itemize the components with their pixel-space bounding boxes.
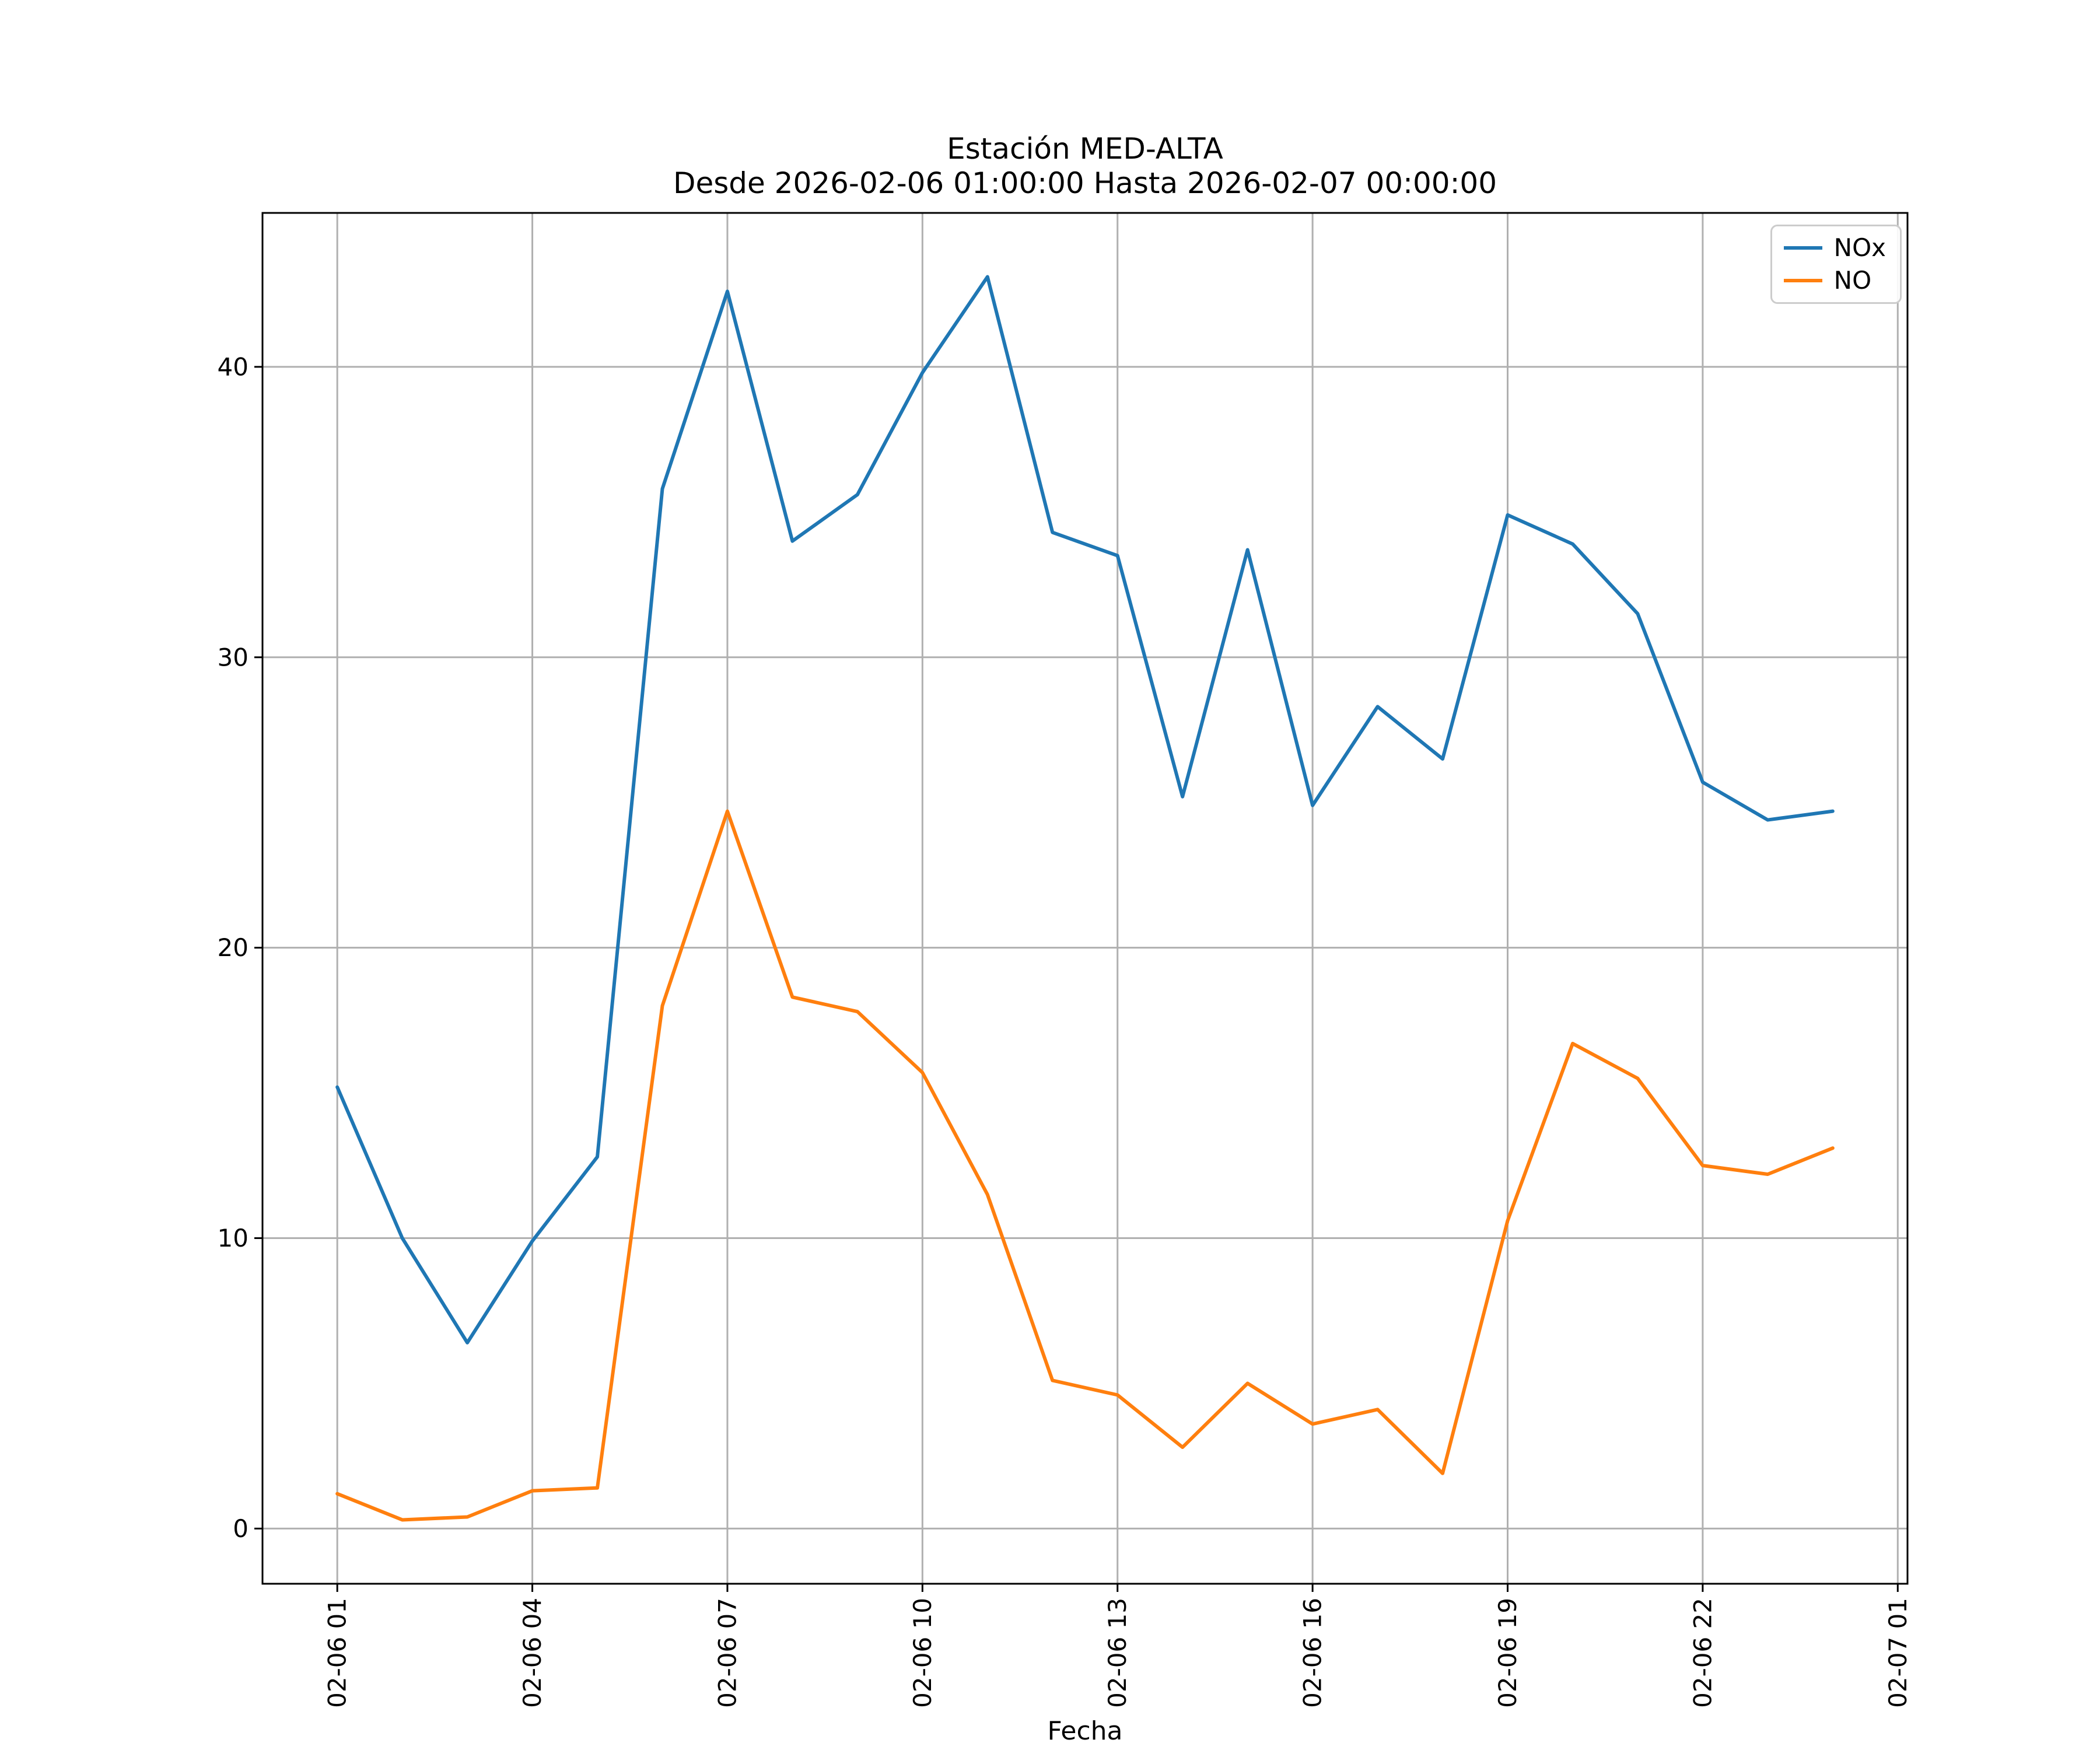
x-tick-label: 02-07 01 (1884, 1598, 1912, 1708)
chart-title-block: Estación MED-ALTA Desde 2026-02-06 01:00… (262, 132, 1908, 201)
x-tick-label: 02-06 10 (908, 1598, 937, 1708)
chart-title: Estación MED-ALTA (947, 132, 1223, 166)
x-tick-label: 02-06 19 (1493, 1598, 1522, 1708)
legend: NOx NO (1770, 225, 1902, 304)
chart-subtitle: Desde 2026-02-06 01:00:00 Hasta 2026-02-… (673, 166, 1497, 200)
x-tick-label: 02-06 01 (323, 1598, 352, 1708)
axes-box (261, 212, 1909, 1585)
legend-item-no: NO (1783, 266, 1886, 295)
legend-label-no: NO (1833, 266, 1872, 295)
x-tick-label: 02-06 13 (1103, 1598, 1132, 1708)
y-tick-label: 10 (218, 1224, 249, 1252)
x-axis-label: Fecha (1047, 1716, 1123, 1746)
y-tick-label: 0 (233, 1514, 249, 1543)
y-tick-label: 30 (218, 643, 249, 671)
y-tick-label: 20 (218, 933, 249, 962)
legend-item-nox: NOx (1783, 233, 1886, 262)
x-tick-label: 02-06 04 (518, 1598, 547, 1708)
x-tick-label: 02-06 07 (713, 1598, 741, 1708)
x-tick-label: 02-06 22 (1688, 1598, 1717, 1708)
y-tick-label: 40 (218, 352, 249, 381)
legend-label-nox: NOx (1833, 233, 1886, 262)
series-line-no (335, 809, 1835, 1522)
legend-line-nox-icon (1783, 246, 1822, 250)
series-line-nox (335, 275, 1835, 1345)
legend-line-no-icon (1783, 279, 1822, 282)
x-tick-label: 02-06 16 (1298, 1598, 1327, 1708)
